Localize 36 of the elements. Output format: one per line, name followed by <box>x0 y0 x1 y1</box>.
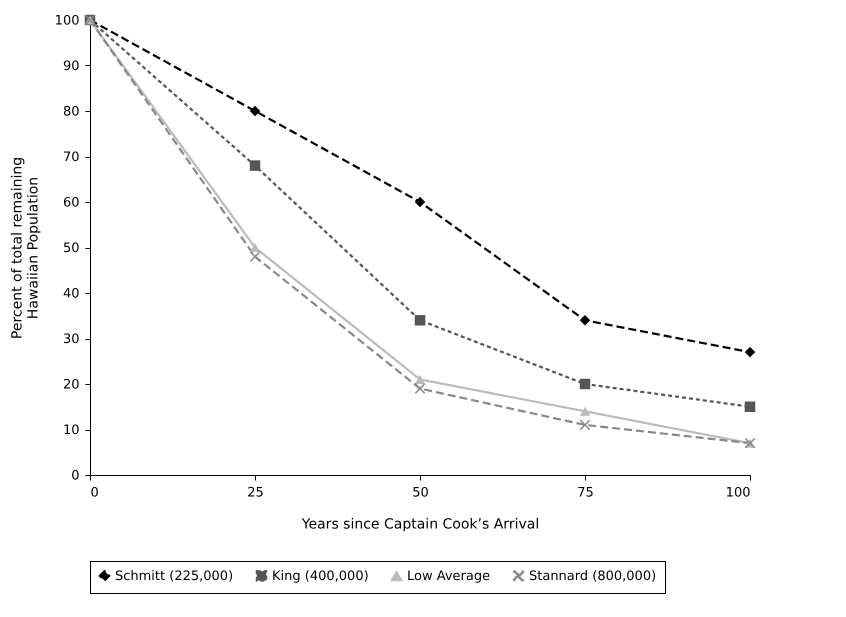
point <box>744 402 756 412</box>
y-tick-label: 40 <box>62 286 80 302</box>
y-tick-label: 70 <box>62 150 80 165</box>
point <box>580 406 590 416</box>
legend-label: King (400,000) <box>272 568 369 584</box>
x-tick-label: 25 <box>247 486 264 500</box>
y-tick-label: 0 <box>71 468 80 484</box>
point <box>250 242 260 252</box>
point <box>580 315 590 326</box>
legend-label: Stannard (800,000) <box>529 568 656 584</box>
point <box>414 196 426 208</box>
y-tick-label: 50 <box>62 241 80 256</box>
legend-label: Low Average <box>407 569 490 584</box>
x-axis-title: Years since Captain Cook’s Arrival <box>300 516 540 532</box>
point <box>250 106 260 116</box>
y-tick-label: 30 <box>62 332 80 347</box>
y-tick-label: 100 <box>54 14 80 28</box>
point <box>414 374 426 384</box>
point <box>414 315 426 326</box>
y-tick-label: 90 <box>62 59 80 74</box>
point <box>250 160 260 171</box>
y-tick-label: 20 <box>62 378 80 392</box>
y-axis-title: Percent of total remaining Hawaiian Population <box>10 156 42 340</box>
point <box>580 420 590 430</box>
x-tick-label: 75 <box>577 486 594 500</box>
x-tick-label: 50 <box>412 486 429 500</box>
point <box>580 378 590 390</box>
y-tick-label: 10 <box>62 423 80 438</box>
x-tick-label: 0 <box>90 486 99 500</box>
point <box>250 251 260 262</box>
point <box>744 346 756 358</box>
x-tick-label: 100 <box>726 486 750 500</box>
point <box>414 383 426 394</box>
y-tick-label: 60 <box>62 196 80 210</box>
y-tick-label: 80 <box>62 104 80 120</box>
legend-label: Schmitt (225,000) <box>115 568 234 584</box>
